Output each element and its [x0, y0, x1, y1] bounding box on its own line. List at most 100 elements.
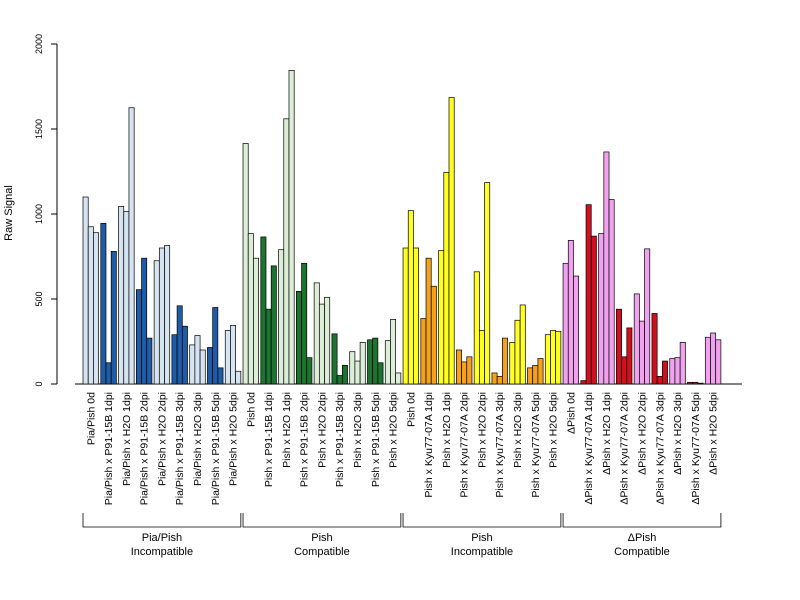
bar	[341, 364, 348, 385]
x-tick-labels: Pia/Pish 0d Pia/Pish x P91-15B 1dpi Pia/Pi…	[85, 392, 719, 505]
group-brackets: Pia/Pish Incompatible Pish Compatible Pish In…	[82, 513, 722, 558]
bar	[105, 362, 112, 385]
y-tick-label: 1000	[34, 204, 44, 224]
y-tick-label: 1500	[34, 119, 44, 139]
bar	[123, 211, 130, 385]
bar	[306, 357, 313, 385]
bar	[224, 330, 231, 385]
x-tick-label: Pia/Pish x P91-15B 5dpi	[210, 392, 222, 505]
bar	[270, 265, 277, 385]
bar	[217, 367, 224, 385]
x-tick-label: Pia/Pish x P91-15B 2dpi	[139, 392, 151, 505]
bar	[550, 330, 557, 385]
bar	[296, 291, 302, 385]
bar	[230, 325, 236, 385]
bar	[544, 334, 551, 385]
bar	[697, 382, 704, 385]
x-tick-label: ΔPish x Kyu77-07A 5dpi	[690, 392, 702, 505]
bar	[621, 356, 628, 385]
bar	[461, 361, 468, 385]
bar	[456, 349, 462, 385]
bar	[573, 275, 580, 385]
x-tick-label: ΔPish x H2O 5dpi	[708, 392, 720, 475]
bar	[336, 375, 343, 385]
bar	[651, 313, 658, 385]
bar	[189, 344, 196, 385]
x-tick-label: Pish x H2O 3dpi	[352, 392, 364, 468]
x-tick-label: ΔPish 0d	[565, 392, 577, 434]
bar	[555, 330, 562, 385]
bar	[448, 97, 455, 385]
bar	[384, 340, 391, 385]
group-bracket	[402, 513, 562, 528]
x-tick-label: Pish x H2O 2dpi	[476, 392, 488, 468]
bar	[82, 196, 89, 385]
bar	[212, 307, 219, 385]
bar	[318, 303, 325, 385]
x-tick-label: Pish x H2O 1dpi	[281, 392, 293, 468]
bar	[199, 349, 206, 385]
bar	[466, 356, 473, 385]
group-bracket	[82, 513, 242, 528]
group-bracket	[562, 513, 722, 528]
bar	[242, 143, 249, 385]
bar	[710, 332, 717, 385]
x-tick-label: Pish x Kyu77-07A 1dpi	[423, 392, 435, 498]
bar	[598, 233, 605, 385]
bar	[669, 358, 676, 385]
bar	[87, 226, 94, 385]
bar	[253, 257, 259, 385]
bar	[331, 333, 338, 385]
group-label-line2: Incompatible	[131, 546, 193, 558]
bar	[100, 223, 107, 385]
bar	[626, 327, 633, 385]
bar	[377, 362, 384, 385]
y-axis-label: Raw Signal	[3, 185, 15, 241]
bar	[479, 330, 485, 385]
group-label-line2: Incompatible	[451, 546, 513, 558]
bar	[656, 376, 663, 385]
group-label-line1: Pia/Pish	[142, 532, 182, 544]
x-tick-label: Pia/Pish x H2O 1dpi	[121, 392, 133, 486]
bar	[359, 342, 366, 385]
bar	[496, 376, 503, 385]
bar	[509, 342, 516, 385]
bar	[514, 319, 521, 385]
bar	[532, 364, 539, 385]
bar	[288, 69, 295, 385]
bar	[176, 305, 183, 385]
bar	[283, 118, 290, 385]
bar	[662, 360, 668, 385]
bar	[367, 339, 374, 385]
x-tick-label: Pish 0d	[245, 392, 257, 427]
x-tick-label: Pish x H2O 5dpi	[548, 392, 560, 468]
bar	[390, 319, 397, 385]
bar	[501, 337, 508, 385]
x-tick-label: Pish x Kyu77-07A 3dpi	[494, 392, 506, 498]
y-tick-label: 500	[34, 291, 44, 306]
bar	[171, 334, 178, 385]
bar	[567, 240, 574, 385]
bar	[679, 342, 686, 385]
bar	[644, 248, 651, 385]
x-tick-label: Pia/Pish x H2O 2dpi	[156, 392, 168, 486]
x-tick-label: Pish x H2O 2dpi	[316, 392, 328, 468]
group-label-line1: ΔPish	[628, 532, 657, 544]
x-tick-label: Pish x H2O 3dpi	[512, 392, 524, 468]
group-label-line1: Pish	[471, 532, 492, 544]
bar	[537, 358, 544, 385]
bar	[527, 367, 534, 385]
bar	[301, 262, 308, 385]
x-tick-label: ΔPish x H2O 3dpi	[672, 392, 684, 475]
bar	[603, 151, 610, 385]
y-axis: 0 500 1000 1500 2000	[34, 34, 58, 387]
bar	[413, 247, 419, 385]
bar	[402, 247, 409, 385]
bar	[110, 251, 117, 385]
bar	[562, 262, 569, 385]
x-tick-label: ΔPish x Kyu77-07A 3dpi	[654, 392, 666, 505]
bars	[82, 69, 722, 385]
x-tick-label: Pish x Kyu77-07A 2dpi	[459, 392, 471, 498]
bar	[247, 233, 254, 385]
